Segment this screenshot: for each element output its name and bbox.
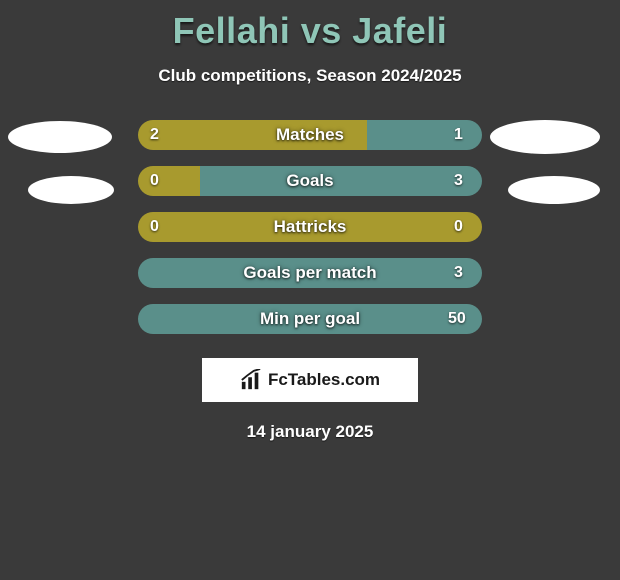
- page-title: Fellahi vs Jafeli: [0, 0, 620, 52]
- left-value: 2: [150, 126, 159, 144]
- metric-label: Goals per match: [243, 263, 376, 283]
- metric-label: Min per goal: [260, 309, 360, 329]
- metric-label: Matches: [276, 125, 344, 145]
- stat-row: Matches 2 1: [0, 120, 620, 150]
- date-label: 14 january 2025: [0, 422, 620, 442]
- metric-label: Goals: [286, 171, 333, 191]
- bar-right: [367, 120, 482, 150]
- stat-row: Hattricks 0 0: [0, 212, 620, 242]
- brand-text: FcTables.com: [268, 370, 380, 390]
- right-value: 3: [454, 172, 463, 190]
- page-subtitle: Club competitions, Season 2024/2025: [0, 66, 620, 86]
- metric-label: Hattricks: [274, 217, 347, 237]
- right-value: 3: [454, 264, 463, 282]
- right-value: 0: [454, 218, 463, 236]
- stat-row: Goals per match 3: [0, 258, 620, 288]
- stat-row: Min per goal 50: [0, 304, 620, 334]
- bar-left: [138, 166, 200, 196]
- right-value: 50: [448, 310, 466, 328]
- left-value: 0: [150, 172, 159, 190]
- left-value: 0: [150, 218, 159, 236]
- stat-row: Goals 0 3: [0, 166, 620, 196]
- right-value: 1: [454, 126, 463, 144]
- bar-right: [200, 166, 482, 196]
- brand-badge: FcTables.com: [202, 358, 418, 402]
- chart-icon: [240, 369, 262, 391]
